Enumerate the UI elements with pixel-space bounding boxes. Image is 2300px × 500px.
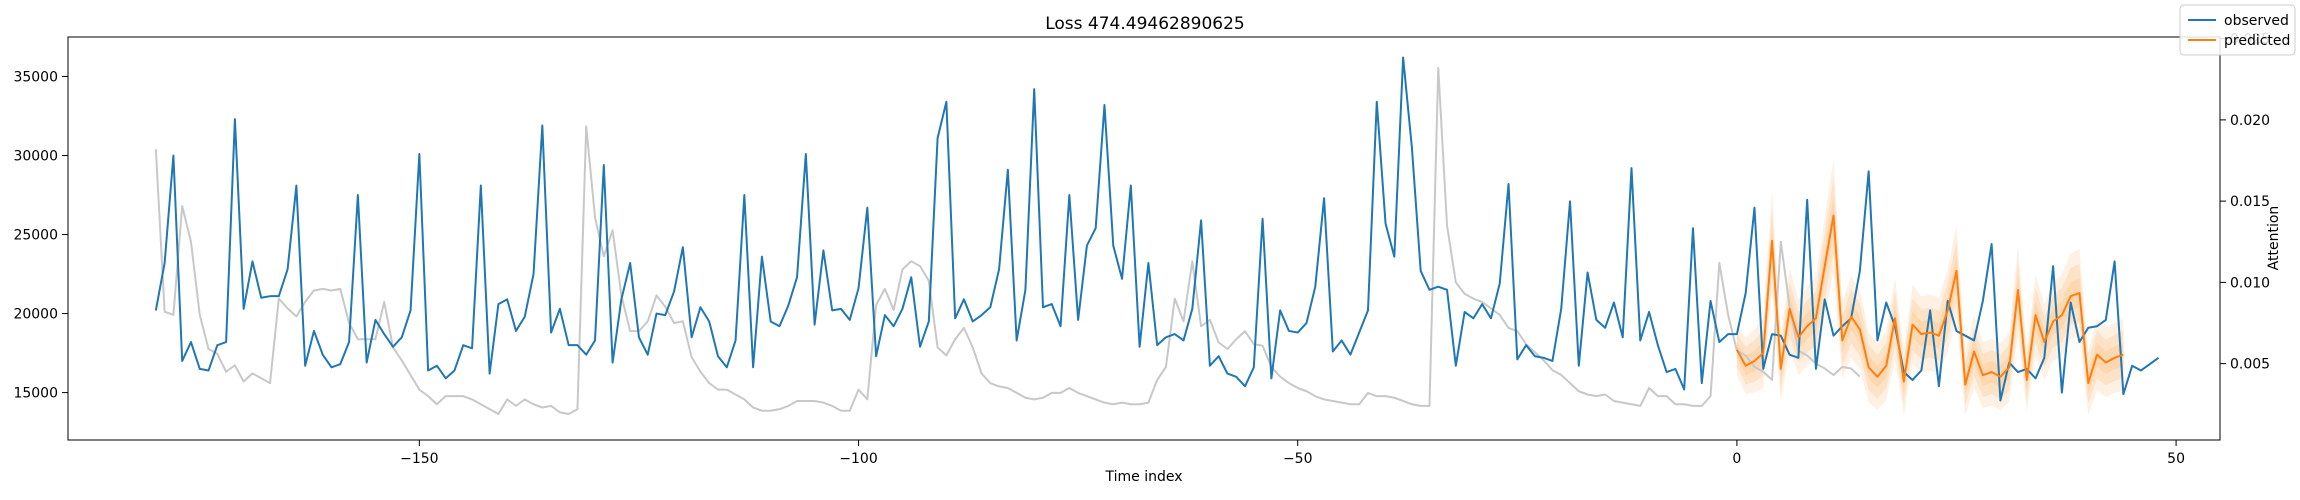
y-tick-label: 30000 <box>13 149 58 165</box>
y2-tick-label: 0.010 <box>2230 275 2270 291</box>
chart-title: Loss 474.49462890625 <box>1045 14 1245 34</box>
x-tick-label: −50 <box>1283 451 1313 467</box>
y-tick-label: 15000 <box>13 386 58 402</box>
legend-label-observed: observed <box>2224 13 2289 29</box>
y-tick-label: 20000 <box>13 307 58 323</box>
observed-line <box>154 56 2160 402</box>
attention-line <box>154 66 1861 415</box>
x-axis-label: Time index <box>1104 469 1182 485</box>
x-tick-label: 50 <box>2167 451 2185 467</box>
predicted-line <box>1736 214 2124 386</box>
attention-series <box>154 66 1861 415</box>
legend-box <box>2179 4 2296 56</box>
predicted-series <box>1736 214 2124 386</box>
legend: observed predicted <box>2179 4 2296 56</box>
x-tick-label: 0 <box>1732 451 1741 467</box>
y2-tick-label: 0.005 <box>2230 357 2270 373</box>
y2-axis-label: Attention <box>2266 206 2282 271</box>
prediction-interval-bands <box>1736 158 2124 417</box>
x-tick-label: −100 <box>839 451 877 467</box>
y-tick-label: 25000 <box>13 228 58 244</box>
y2-tick-label: 0.020 <box>2230 113 2270 129</box>
x-axis: −150 −100 −50 0 50 <box>400 440 2185 467</box>
legend-label-predicted: predicted <box>2224 33 2290 49</box>
y2-tick-label: 0.015 <box>2230 194 2270 210</box>
y-axis-left: 15000 20000 25000 30000 35000 <box>13 70 68 402</box>
observed-series <box>154 56 2160 402</box>
x-tick-label: −150 <box>400 451 438 467</box>
prediction-interval-band-2 <box>1736 178 2124 406</box>
y-tick-label: 35000 <box>13 70 58 86</box>
plot-area-frame <box>67 36 2221 441</box>
